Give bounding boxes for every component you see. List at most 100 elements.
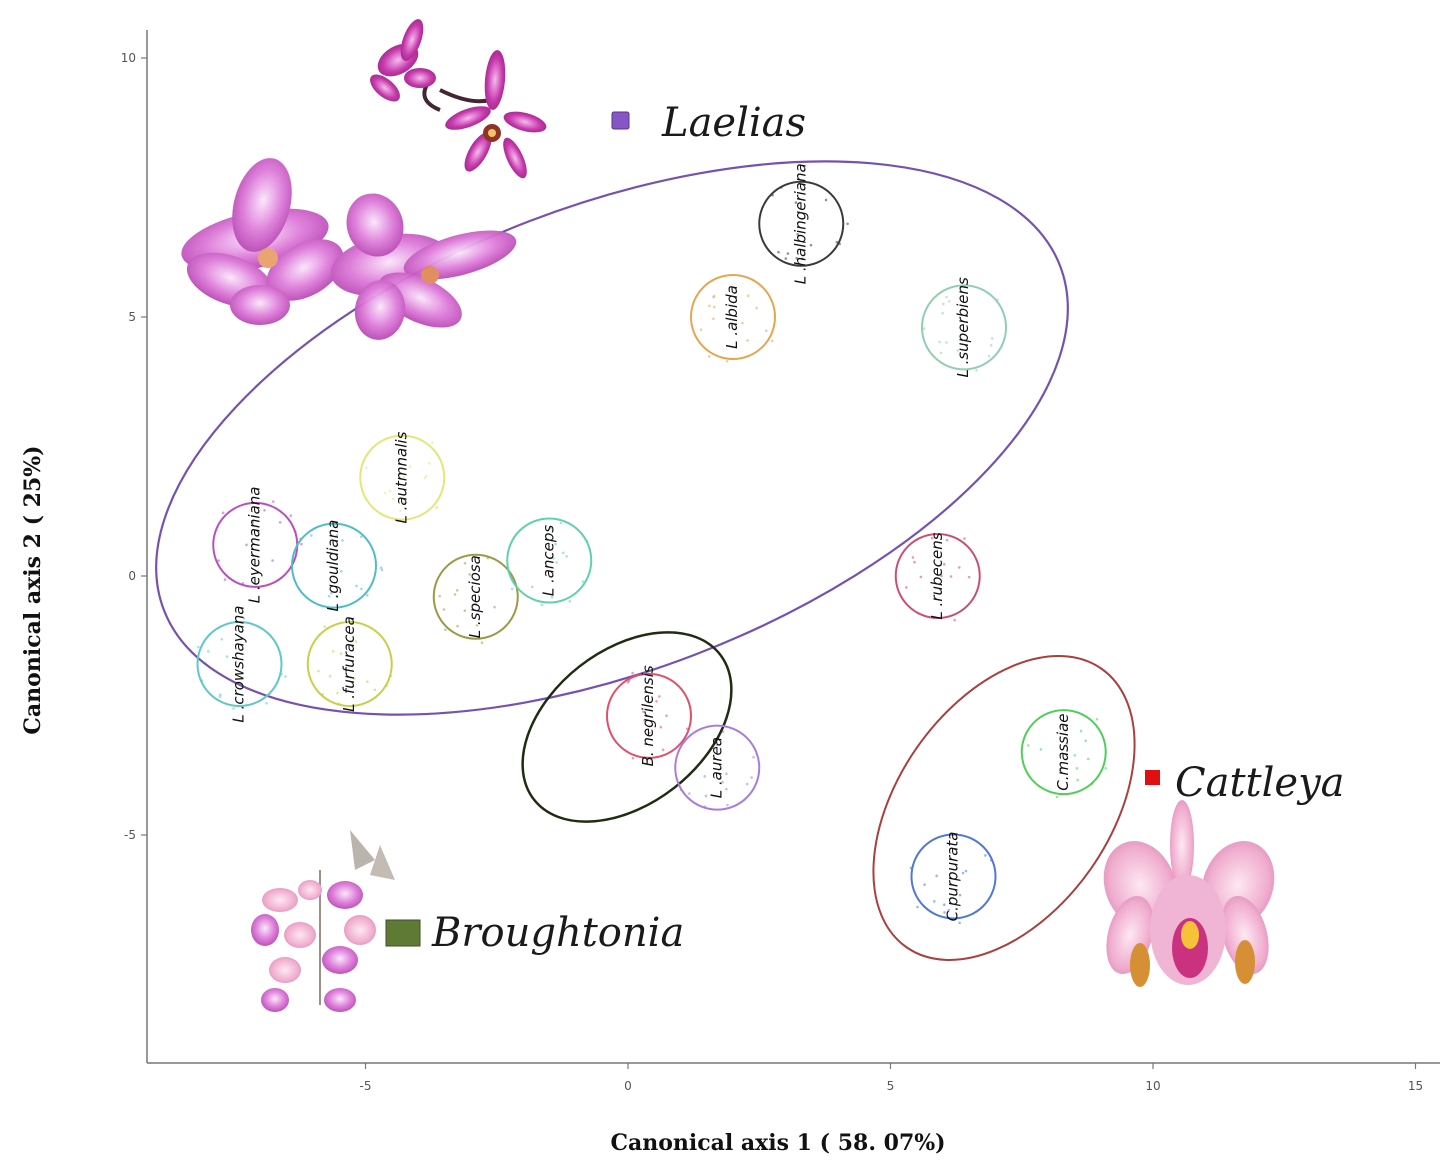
data-point [835,240,839,244]
data-point [424,474,428,478]
data-point [366,680,369,684]
data-point [958,921,961,925]
species-label: C.purpurata [944,831,962,921]
data-point [218,695,222,699]
data-point [555,561,558,564]
laelias-flower-photo-top [370,19,547,179]
species-ellipse [306,621,393,708]
data-point [939,351,943,355]
data-point [327,594,331,598]
species-ellipse [758,180,845,267]
data-point [949,575,953,578]
data-point [530,585,534,589]
data-point [1095,717,1099,721]
data-point [665,714,668,718]
data-point [990,337,994,340]
data-point [770,339,774,343]
data-point [463,561,467,565]
data-point [271,500,275,503]
data-point [941,302,945,306]
species-label: L .speciosa [466,555,484,638]
data-point [642,710,645,713]
data-point [795,256,798,260]
x-tick-label: 5 [887,1079,895,1093]
x-tick-label: -5 [360,1079,372,1093]
data-point [1079,729,1083,733]
data-point [940,574,943,578]
y-tick-label: -5 [124,828,136,842]
species-ellipse [921,284,1007,371]
data-point [221,511,225,515]
data-point [794,201,798,204]
data-point [365,466,368,470]
data-point [715,743,719,747]
data-point [942,903,946,906]
data-point [1075,766,1079,770]
species-label: L .albida [723,285,741,349]
y-tick-label: 5 [128,310,136,324]
data-point [559,521,563,525]
data-point [341,539,344,542]
data-point [945,538,949,542]
data-point [435,506,439,509]
background-points [197,186,1108,925]
data-point [703,775,707,778]
species-label: L .rubecens [928,532,946,619]
data-point [232,707,235,710]
cattleya-marker [1145,770,1160,785]
species-label: L .gouldiana [324,520,342,612]
data-point [339,570,343,573]
data-point [967,575,971,579]
data-point [935,874,938,878]
data-point [354,640,358,643]
data-point [1055,795,1059,799]
data-point [964,869,968,873]
species-label: L .anceps [539,525,557,597]
data-point [631,671,634,675]
species-ellipse [606,672,692,759]
data-point [712,294,716,298]
data-point [923,883,926,886]
data-point [913,560,916,564]
data-point [987,354,991,358]
species-circles [196,180,1107,920]
data-point [359,535,363,538]
data-point [423,476,427,480]
data-point [661,748,665,752]
data-point [947,908,951,912]
data-point [824,198,828,202]
species-label: L .eyermaniana [245,487,263,604]
species-label: L .superbiens [954,277,972,378]
data-point [383,491,387,495]
data-point [474,603,478,606]
data-point [725,359,729,363]
data-point [284,675,287,678]
data-point [975,368,978,372]
data-point [922,327,926,330]
data-point [207,650,210,653]
data-point [402,475,406,479]
data-point [1039,748,1043,751]
data-point [271,559,274,562]
data-point [1065,743,1068,746]
data-point [961,871,965,875]
data-point [746,339,749,342]
species-ellipse [1020,709,1107,796]
laelias-flower-photo-bottom [181,158,517,340]
data-point [463,609,467,612]
data-point [335,595,339,598]
cattleya-flower-photo [1103,800,1275,987]
data-point [468,573,472,576]
data-point [1076,778,1079,782]
data-point [289,514,293,518]
data-point [317,669,320,673]
data-point [263,509,266,512]
data-point [938,340,941,344]
data-point [846,222,849,226]
data-point [688,792,691,795]
x-tick-label: 10 [1145,1079,1160,1093]
data-point [746,294,750,298]
data-point [741,321,744,325]
data-point [659,725,663,729]
data-point [721,780,724,784]
